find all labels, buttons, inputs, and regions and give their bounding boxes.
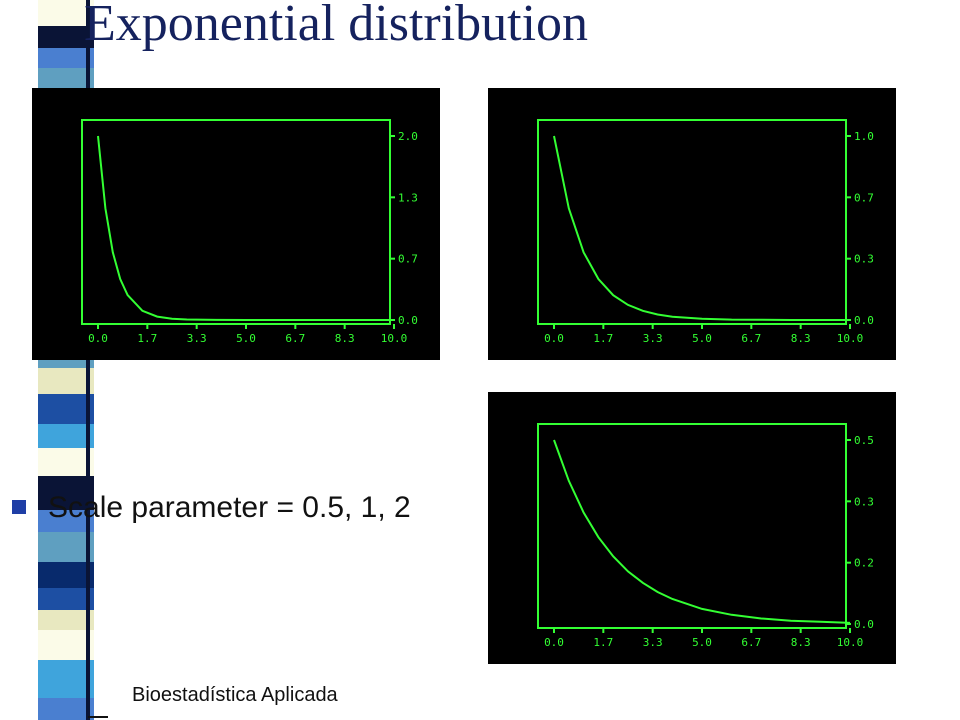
square-bullet-icon — [12, 500, 26, 514]
stripe-block — [38, 368, 94, 395]
density-curve — [553, 135, 850, 321]
plot-frame — [537, 423, 847, 629]
chart-canvas: 0.0 1.7 3.3 5.0 6.7 8.3 10.0 2.0 1.3 0.7 0.0 — [81, 119, 418, 345]
x-tick-label: 10.0 — [837, 332, 864, 345]
plot-frame — [81, 119, 391, 325]
x-tick-label: 5.0 — [692, 332, 712, 345]
stripe-block — [38, 532, 94, 563]
y-tick-label: 0.0 — [398, 314, 418, 327]
stripe-block — [38, 26, 94, 49]
plot-frame — [537, 119, 847, 325]
x-tick-label: 0.0 — [88, 332, 108, 345]
x-tick-label: 1.7 — [593, 332, 613, 345]
density-curve — [553, 439, 851, 624]
x-tick-label: 0.0 — [544, 332, 564, 345]
x-tick-label: 8.3 — [335, 332, 355, 345]
x-tick-label: 1.7 — [593, 636, 613, 649]
stripe-block — [38, 610, 94, 631]
density-curve — [97, 135, 394, 321]
stripe-block — [38, 510, 94, 533]
y-tick-label: 0.7 — [854, 191, 874, 204]
x-tick-label: 3.3 — [643, 332, 663, 345]
stripe-block — [38, 48, 94, 69]
x-tick-label: 10.0 — [837, 636, 864, 649]
stripe-block — [38, 630, 94, 661]
chart-scale-2: 0.0 1.7 3.3 5.0 6.7 8.3 10.0 0.5 0.3 0.2 0.0 — [488, 392, 896, 664]
y-tick-label: 0.2 — [854, 557, 874, 570]
stripe-block — [38, 448, 94, 477]
x-tick-label: 8.3 — [791, 636, 811, 649]
stripe-block — [38, 698, 94, 720]
footer-text: Bioestadística Aplicada — [132, 684, 338, 706]
chart-scale-0-5: 0.0 1.7 3.3 5.0 6.7 8.3 10.0 2.0 1.3 0.7 0.0 — [32, 88, 440, 360]
x-tick-label: 0.0 — [544, 636, 564, 649]
stripe-block — [38, 476, 94, 511]
x-tick-label: 8.3 — [791, 332, 811, 345]
y-tick-label: 0.0 — [854, 314, 874, 327]
x-tick-label: 6.7 — [741, 332, 761, 345]
x-tick-label: 1.7 — [137, 332, 157, 345]
chart-canvas: 0.0 1.7 3.3 5.0 6.7 8.3 10.0 0.5 0.3 0.2 0.0 — [537, 423, 874, 649]
y-tick-label: 2.0 — [398, 130, 418, 143]
y-tick-label: 0.3 — [854, 495, 874, 508]
x-tick-label: 3.3 — [643, 636, 663, 649]
y-tick-label: 1.3 — [398, 191, 418, 204]
slide-title: Exponential distribution — [84, 0, 589, 52]
stripe-block — [38, 424, 94, 449]
y-tick-label: 0.7 — [398, 253, 418, 266]
x-tick-label: 6.7 — [285, 332, 305, 345]
stripe-block — [38, 660, 94, 699]
x-tick-label: 5.0 — [692, 636, 712, 649]
x-tick-label: 10.0 — [381, 332, 408, 345]
y-tick-label: 0.5 — [854, 434, 874, 447]
stripe-block — [38, 394, 94, 425]
y-tick-label: 1.0 — [854, 130, 874, 143]
y-tick-label: 0.3 — [854, 253, 874, 266]
footer-rule — [88, 716, 108, 718]
x-tick-label: 6.7 — [741, 636, 761, 649]
stripe-block — [38, 562, 94, 589]
y-tick-label: 0.0 — [854, 618, 874, 631]
chart-scale-1: 0.0 1.7 3.3 5.0 6.7 8.3 10.0 1.0 0.7 0.3 0.0 — [488, 88, 896, 360]
chart-canvas: 0.0 1.7 3.3 5.0 6.7 8.3 10.0 1.0 0.7 0.3 0.0 — [537, 119, 874, 345]
stripe-block — [38, 0, 94, 27]
x-tick-label: 5.0 — [236, 332, 256, 345]
stripe-edge — [86, 0, 90, 720]
stripe-block — [38, 588, 94, 611]
bullet-item-text: Scale parameter = 0.5, 1, 2 — [48, 491, 411, 524]
x-tick-label: 3.3 — [187, 332, 207, 345]
